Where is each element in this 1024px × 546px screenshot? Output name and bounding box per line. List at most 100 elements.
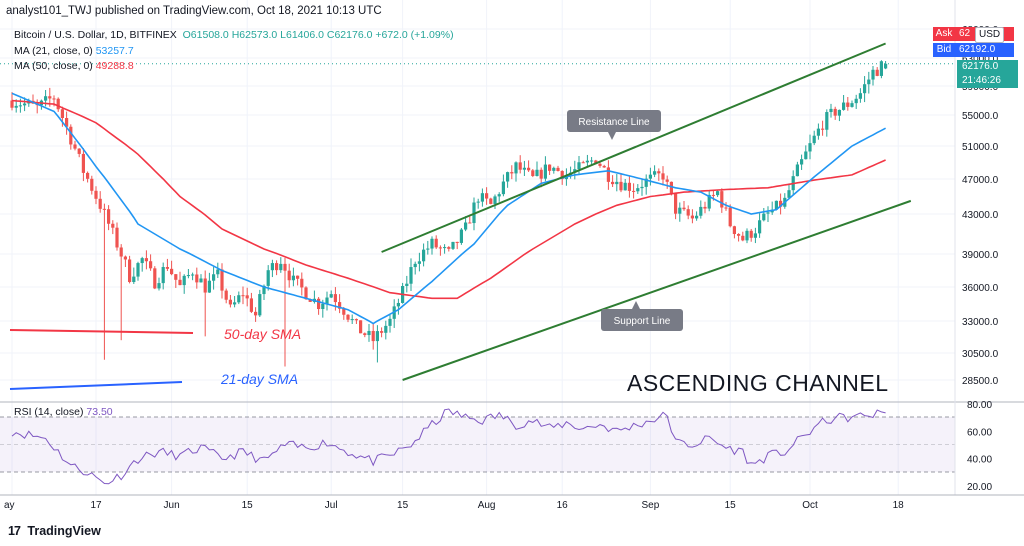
candle: [531, 169, 535, 178]
candle: [858, 88, 862, 103]
candle: [581, 160, 585, 164]
candle: [140, 256, 144, 272]
candle: [707, 190, 711, 212]
candle: [489, 197, 493, 205]
ma21-label: MA (21, close, 0): [14, 45, 93, 57]
resistance-label: Resistance Line: [567, 110, 661, 140]
candle: [787, 183, 791, 200]
candle: [275, 260, 279, 276]
candle: [644, 174, 648, 195]
currency-button[interactable]: USD: [975, 27, 1005, 43]
candle: [455, 241, 459, 250]
candle: [417, 252, 421, 272]
candle: [35, 99, 39, 114]
candle: [396, 298, 400, 315]
candle: [102, 203, 106, 360]
ma50-line: [11, 99, 886, 300]
svg-text:Resistance Line: Resistance Line: [578, 117, 650, 128]
candle: [501, 174, 505, 197]
last-price: 62176.0: [962, 61, 999, 72]
support-label: Support Line: [601, 301, 683, 331]
tradingview-logo-icon: 17: [8, 524, 21, 538]
ma50-label: MA (50, close, 0): [14, 60, 93, 72]
candle: [380, 327, 384, 338]
candle: [863, 76, 867, 103]
brand-name: TradingView: [27, 524, 101, 538]
candle: [682, 200, 686, 211]
candle: [636, 184, 640, 194]
candle: [69, 124, 73, 150]
candle: [405, 275, 409, 293]
candle: [480, 188, 484, 207]
candle: [716, 189, 720, 197]
candle: [81, 148, 85, 182]
candle: [65, 111, 69, 135]
candle: [296, 275, 300, 286]
candle: [653, 165, 657, 178]
rsi-value: 73.50: [86, 406, 113, 418]
candle: [174, 274, 178, 288]
candle: [178, 271, 182, 286]
candle: [510, 165, 514, 180]
price-tick-label: 43000.0: [962, 210, 999, 221]
candle: [459, 228, 463, 245]
sma50-label-line: [9, 329, 194, 334]
candle: [678, 202, 682, 222]
candle: [245, 287, 249, 307]
candle: [875, 67, 879, 77]
candle: [149, 254, 153, 271]
candle: [291, 267, 295, 287]
candle: [413, 261, 417, 275]
candle: [497, 192, 501, 202]
candle: [371, 323, 375, 350]
candle: [514, 161, 518, 182]
candle: [94, 186, 98, 205]
channel-lower-line: [402, 199, 912, 381]
symbol-name[interactable]: Bitcoin / U.S. Dollar, 1D, BITFINEX: [14, 29, 177, 41]
tradingview-brand[interactable]: 17 TradingView: [8, 524, 101, 538]
ma21-value: 53257.7: [95, 45, 134, 57]
candle: [518, 155, 522, 174]
candle: [132, 267, 136, 285]
svg-text:Support Line: Support Line: [614, 316, 671, 327]
price-tick-label: 55000.0: [962, 111, 999, 122]
candle: [884, 60, 888, 70]
candle: [846, 97, 850, 111]
candle: [699, 200, 703, 219]
candle: [165, 258, 169, 271]
candle: [879, 60, 883, 79]
rsi-tick-label: 80.00: [967, 400, 992, 411]
candle: [23, 97, 27, 112]
candle: [388, 313, 392, 333]
candle: [90, 175, 94, 195]
candle: [170, 260, 174, 276]
price-tick-label: 51000.0: [962, 142, 999, 153]
time-tick-label: 17: [90, 500, 102, 511]
candle: [804, 145, 808, 160]
channel-upper-line: [381, 42, 886, 253]
price-tick-label: 33000.0: [962, 317, 999, 328]
candle: [468, 216, 472, 224]
candle: [111, 220, 115, 235]
price-tick-label: 28500.0: [962, 376, 999, 387]
channel-title: ASCENDING CHANNEL: [627, 370, 889, 396]
candle: [161, 262, 165, 290]
candle: [522, 160, 526, 177]
sma50-label: 50-day SMA: [224, 326, 301, 342]
candle: [590, 157, 594, 166]
candle: [632, 183, 636, 199]
candle: [212, 266, 216, 290]
candle: [86, 171, 90, 183]
candle: [317, 297, 321, 315]
time-tick-label: 15: [242, 500, 254, 511]
candle: [216, 262, 220, 279]
time-tick-label: 15: [725, 500, 737, 511]
time-tick-label: 18: [893, 500, 905, 511]
ma21-legend[interactable]: MA (21, close, 0) 53257.7: [14, 45, 134, 57]
candle: [107, 205, 111, 231]
ma50-legend[interactable]: MA (50, close, 0) 49288.8: [14, 60, 134, 72]
candle: [195, 267, 199, 289]
candle: [325, 291, 329, 311]
rsi-legend[interactable]: RSI (14, close) 73.50: [14, 406, 113, 418]
